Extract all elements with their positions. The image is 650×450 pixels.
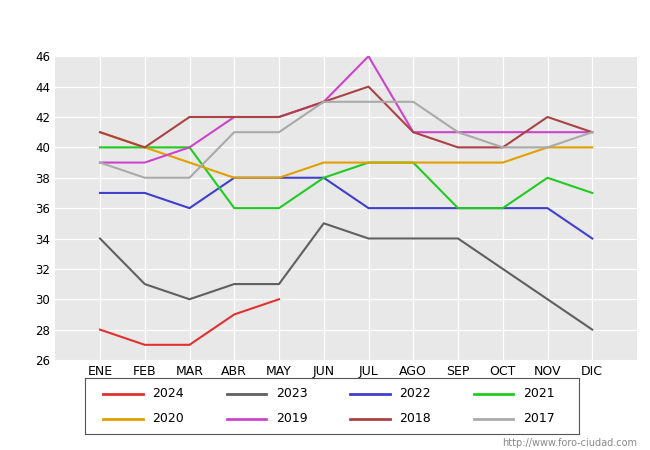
- Text: 2023: 2023: [276, 387, 307, 400]
- Text: 2017: 2017: [523, 412, 554, 425]
- Text: 2020: 2020: [152, 412, 184, 425]
- Text: 2022: 2022: [399, 387, 431, 400]
- Text: http://www.foro-ciudad.com: http://www.foro-ciudad.com: [502, 438, 637, 448]
- Text: Afiliados en Vega de Valdetronco a 31/5/2024: Afiliados en Vega de Valdetronco a 31/5/…: [127, 14, 523, 33]
- Text: 2021: 2021: [523, 387, 554, 400]
- Text: 2018: 2018: [399, 412, 431, 425]
- Text: 2024: 2024: [152, 387, 184, 400]
- Text: 2019: 2019: [276, 412, 307, 425]
